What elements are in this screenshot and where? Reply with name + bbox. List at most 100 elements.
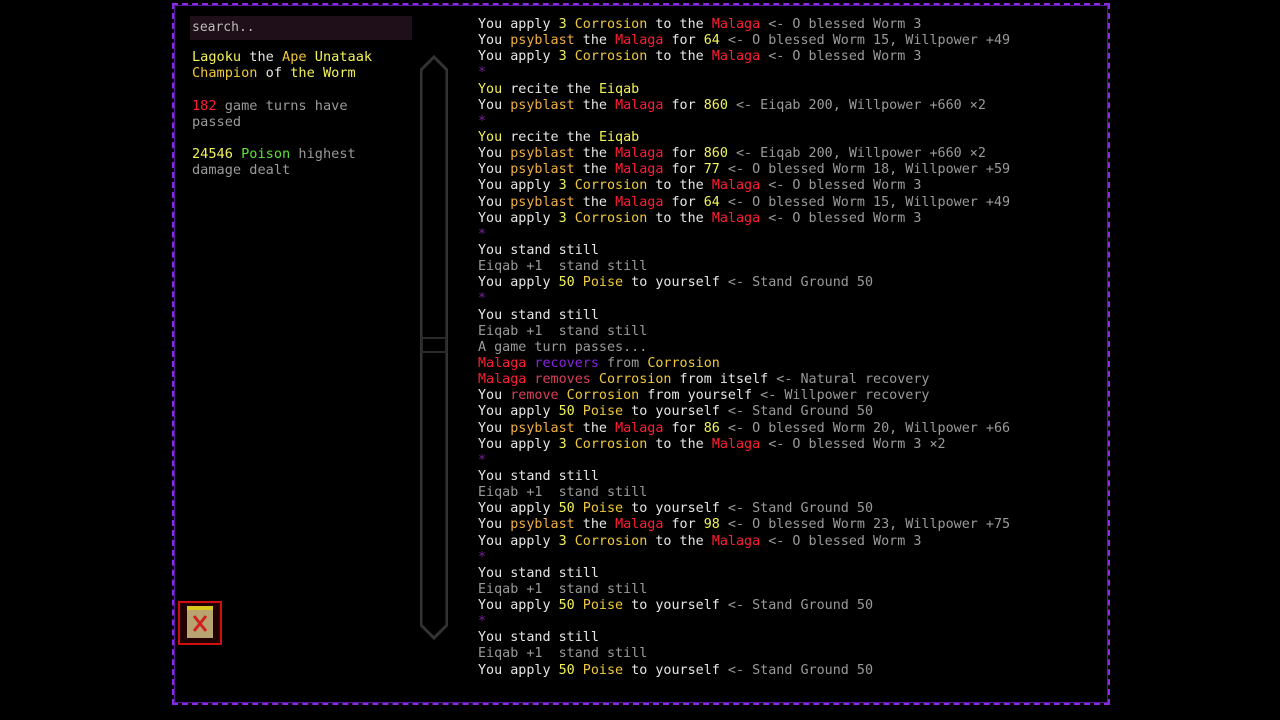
text-segment: Malaga	[711, 49, 761, 65]
text-segment: *	[478, 226, 487, 242]
text-segment: for	[663, 194, 704, 210]
text-segment: Malaga	[615, 97, 664, 113]
text-segment: A game turn passes...	[478, 339, 648, 355]
text-segment: You	[478, 420, 511, 436]
text-segment: Lagoku	[192, 49, 242, 65]
text-segment: the	[574, 97, 616, 113]
text-segment: from yourself	[639, 388, 753, 404]
text-segment: psyblast	[510, 33, 575, 49]
text-segment: 24546	[192, 146, 233, 162]
text-segment: 860	[703, 97, 728, 113]
text-segment: for	[663, 517, 704, 533]
text-segment: removes	[526, 372, 591, 388]
text-segment: the	[574, 517, 616, 533]
text-segment: Corrosion	[566, 49, 648, 65]
log-line: You psyblast the Malaga for 64 <- O bles…	[478, 195, 1010, 211]
turn-separator: *	[478, 614, 1010, 630]
text-segment: Eiqab +1 stand still	[478, 646, 648, 662]
text-segment: psyblast	[510, 97, 575, 113]
text-segment: Champion	[192, 65, 258, 82]
log-line: You apply 3 Corrosion to the Malaga <- O…	[478, 17, 1010, 33]
text-segment: to yourself	[623, 598, 720, 614]
log-line: You recite the Eiqab	[478, 130, 1010, 146]
text-segment: <- O blessed Worm 3	[760, 17, 922, 32]
text-segment: <- O blessed Worm 20, Willpower +66	[719, 420, 1011, 436]
text-segment: Malaga	[615, 517, 664, 533]
text-segment: for	[663, 33, 704, 49]
log-line: You stand still	[478, 469, 1010, 485]
text-segment: 3	[558, 533, 567, 549]
text-segment: *	[478, 549, 487, 565]
scroll-thumb[interactable]	[421, 337, 447, 353]
text-segment: You	[478, 33, 511, 49]
text-segment: 77	[703, 162, 720, 178]
text-segment: <- O blessed Worm 3	[760, 49, 922, 65]
text-segment: 98	[703, 517, 720, 533]
turn-separator: *	[478, 65, 1010, 81]
text-segment: 3	[558, 210, 567, 226]
text-segment: the	[574, 162, 616, 178]
text-segment: Corrosion	[566, 210, 648, 226]
text-segment: You apply	[478, 662, 559, 678]
log-line: You apply 3 Corrosion to the Malaga <- O…	[478, 49, 1010, 65]
text-segment: You apply	[478, 501, 559, 517]
text-segment: Corrosion	[566, 436, 648, 452]
log-line: You apply 50 Poise to yourself <- Stand …	[478, 598, 1010, 614]
log-scrollbar[interactable]	[420, 55, 448, 640]
search-input[interactable]: search..	[190, 16, 412, 40]
text-segment: Poison	[232, 146, 291, 162]
text-segment: for	[663, 97, 704, 113]
log-line: Eiqab +1 stand still	[478, 259, 1010, 275]
text-segment: <- Stand Ground 50	[719, 598, 874, 614]
log-line: You psyblast the Malaga for 86 <- O bles…	[478, 421, 1010, 437]
text-segment: You	[478, 162, 511, 178]
log-line: You stand still	[478, 566, 1010, 582]
text-segment: You	[478, 517, 511, 533]
text-segment: Malaga	[615, 420, 664, 436]
log-line: You stand still	[478, 630, 1010, 646]
log-line: Malaga removes Corrosion from itself <- …	[478, 372, 1010, 388]
text-segment: psyblast	[510, 420, 575, 436]
text-segment: 50	[558, 404, 575, 420]
text-segment: the	[574, 146, 616, 162]
text-segment: 182	[192, 98, 217, 114]
text-segment: <- O blessed Worm 15, Willpower +49	[719, 194, 1011, 210]
text-segment: Malaga	[711, 533, 761, 549]
text-segment: psyblast	[510, 146, 575, 162]
text-segment: 50	[558, 275, 575, 291]
text-segment: You apply	[478, 49, 559, 65]
text-segment: psyblast	[510, 517, 575, 533]
text-segment: Corrosion	[590, 372, 672, 388]
text-segment: from	[598, 355, 648, 371]
text-segment: Poise	[574, 598, 624, 614]
text-segment: 860	[703, 146, 728, 162]
log-line: You apply 50 Poise to yourself <- Stand …	[478, 501, 1010, 517]
text-segment: You apply	[478, 17, 559, 32]
text-segment: You apply	[478, 436, 559, 452]
text-segment: Malaga	[615, 146, 664, 162]
log-line: Eiqab +1 stand still	[478, 646, 1010, 662]
text-segment: Eiqab +1 stand still	[478, 259, 648, 275]
log-line: Malaga recovers from Corrosion	[478, 356, 1010, 372]
text-segment: You	[478, 129, 503, 145]
text-segment: 3	[558, 436, 567, 452]
log-line: Eiqab +1 stand still	[478, 582, 1010, 598]
text-segment: 64	[703, 33, 720, 49]
log-line: You apply 50 Poise to yourself <- Stand …	[478, 275, 1010, 291]
text-segment: 3	[558, 49, 567, 65]
worm-banner-icon[interactable]	[178, 601, 222, 645]
text-segment: You stand still	[478, 630, 599, 646]
text-segment: Poise	[574, 404, 624, 420]
text-segment: psyblast	[510, 194, 575, 210]
log-line: You apply 3 Corrosion to the Malaga <- O…	[478, 534, 1010, 550]
text-segment: for	[663, 146, 704, 162]
text-segment: <- Eiqab 200, Willpower +660 ×2	[727, 146, 986, 162]
text-segment: 50	[558, 662, 575, 678]
log-line: A game turn passes...	[478, 340, 1010, 356]
text-segment: *	[478, 452, 487, 468]
log-line: You psyblast the Malaga for 860 <- Eiqab…	[478, 98, 1010, 114]
turn-separator: *	[478, 453, 1010, 469]
text-segment: You stand still	[478, 307, 599, 323]
turns-passed: 182 game turns have passed	[192, 98, 392, 131]
text-segment: Eiqab	[598, 81, 640, 97]
